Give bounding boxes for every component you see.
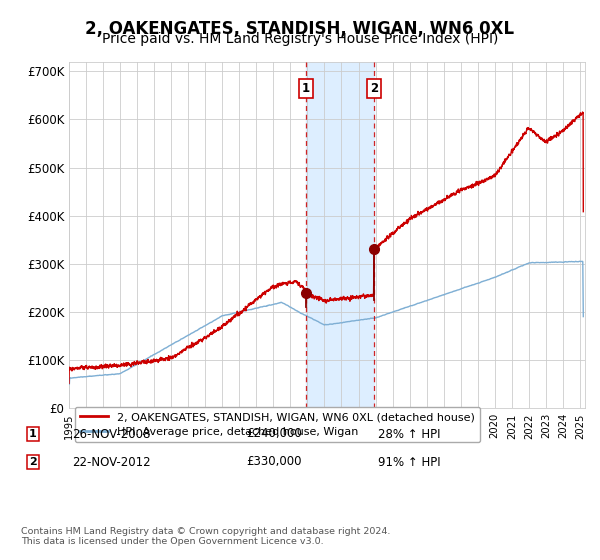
Text: 22-NOV-2012: 22-NOV-2012 <box>72 455 151 469</box>
Legend: 2, OAKENGATES, STANDISH, WIGAN, WN6 0XL (detached house), HPI: Average price, de: 2, OAKENGATES, STANDISH, WIGAN, WN6 0XL … <box>74 407 480 442</box>
Text: 28% ↑ HPI: 28% ↑ HPI <box>378 427 440 441</box>
Text: 26-NOV-2008: 26-NOV-2008 <box>72 427 151 441</box>
Text: 1: 1 <box>302 82 310 95</box>
Text: £240,000: £240,000 <box>246 427 302 441</box>
Text: Price paid vs. HM Land Registry's House Price Index (HPI): Price paid vs. HM Land Registry's House … <box>102 32 498 46</box>
Text: 2: 2 <box>370 82 378 95</box>
Text: £330,000: £330,000 <box>246 455 302 469</box>
Text: Contains HM Land Registry data © Crown copyright and database right 2024.
This d: Contains HM Land Registry data © Crown c… <box>21 526 391 546</box>
Bar <box>306 62 374 408</box>
Text: 2, OAKENGATES, STANDISH, WIGAN, WN6 0XL: 2, OAKENGATES, STANDISH, WIGAN, WN6 0XL <box>85 20 515 38</box>
Text: 2: 2 <box>29 457 37 467</box>
Text: 1: 1 <box>29 429 37 439</box>
Text: 91% ↑ HPI: 91% ↑ HPI <box>378 455 440 469</box>
